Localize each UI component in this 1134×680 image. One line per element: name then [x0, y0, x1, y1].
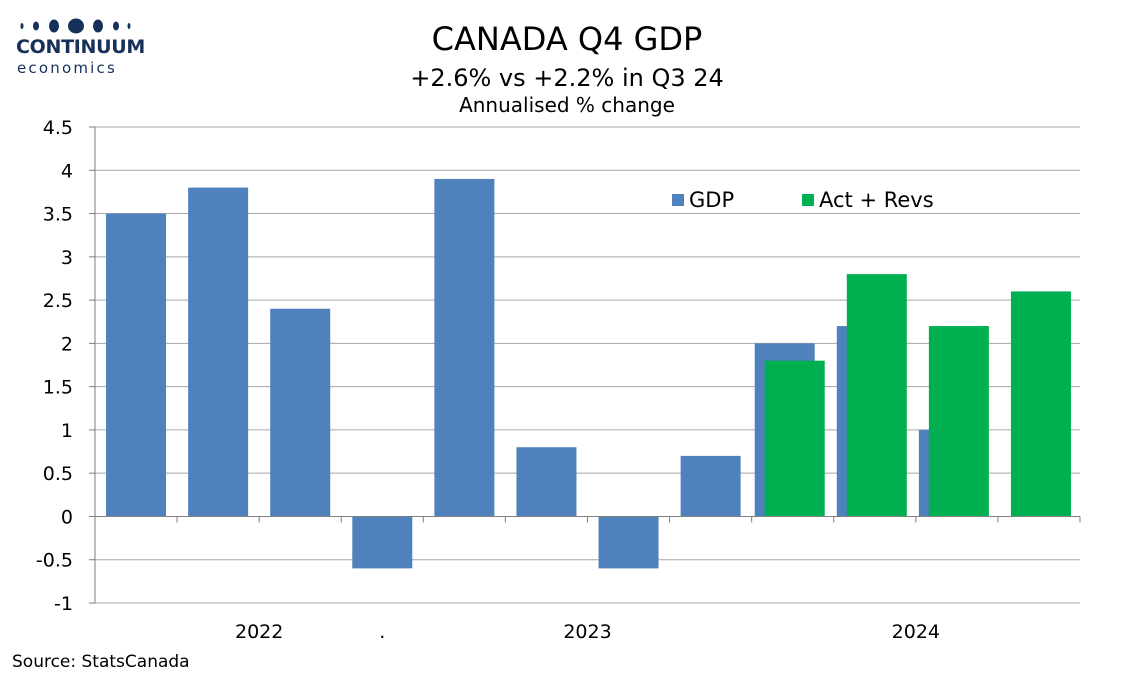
y-tick-label: -1 [54, 593, 73, 615]
x-axis-group-labels: 2022. 2023 2024 [235, 621, 940, 643]
gridlines [89, 126, 1080, 604]
source-note: Source: StatsCanada [12, 652, 190, 672]
chart-subtitle: +2.6% vs +2.2% in Q3 24 [410, 64, 724, 92]
x-group-label: 2022 [235, 621, 283, 643]
bar-act-revs [928, 326, 989, 517]
y-tick-label: 2 [61, 333, 73, 355]
y-tick-label: 4.5 [43, 117, 73, 139]
bar-act-revs [1010, 291, 1071, 517]
bar-gdp [598, 516, 659, 569]
y-tick-label: 1 [61, 420, 73, 442]
bars [106, 178, 1071, 569]
y-tick-label: 0.5 [43, 463, 73, 485]
bar-gdp [680, 455, 741, 517]
bar-act-revs [846, 274, 907, 517]
bar-gdp [352, 516, 413, 569]
legend-label: GDP [689, 188, 734, 212]
y-tick-label: 4 [61, 160, 73, 182]
y-tick-label: 2.5 [43, 290, 73, 312]
legend-swatch [672, 194, 684, 206]
y-tick-label: 1.5 [43, 377, 73, 399]
chart-title: CANADA Q4 GDP [431, 20, 703, 58]
chart-units-label: Annualised % change [459, 93, 675, 117]
bar-gdp [188, 187, 249, 517]
logo-dots-icon [20, 18, 131, 34]
continuum-logo: CONTINUUM economics [10, 14, 145, 77]
legend-label: Act + Revs [819, 188, 934, 212]
bar-gdp [106, 213, 167, 517]
bar-gdp [516, 447, 577, 517]
y-tick-label: 3.5 [43, 204, 73, 226]
legend: GDP Act + Revs [672, 188, 934, 212]
legend-swatch [802, 194, 814, 206]
x-group-label: 2023 [563, 621, 611, 643]
x-group-label: 2024 [892, 621, 940, 643]
bar-gdp [270, 308, 331, 517]
logo-wordmark: CONTINUUM [16, 36, 145, 58]
y-tick-label: -0.5 [36, 550, 73, 572]
y-axis-tick-labels: 4.5 4 3.5 3 2.5 2 1.5 1 0.5 0 -0.5 -1 [36, 117, 73, 615]
logo-subtitle: economics [17, 59, 117, 77]
bar-act-revs [764, 360, 825, 517]
y-tick-label: 0 [61, 506, 73, 528]
y-tick-label: 3 [61, 247, 73, 269]
axes [94, 127, 1081, 603]
bar-gdp [434, 178, 495, 517]
x-group-label: . [379, 621, 385, 643]
